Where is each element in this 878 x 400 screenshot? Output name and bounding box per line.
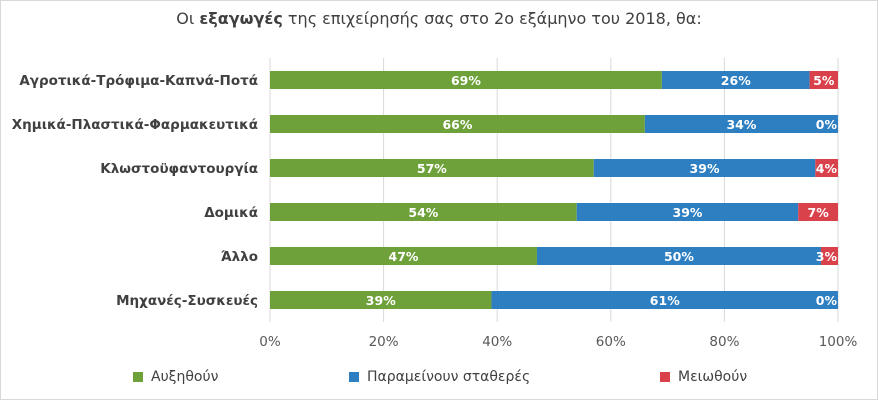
bar-segment-3-1 bbox=[576, 203, 799, 221]
bar-segment-2-2 bbox=[815, 159, 838, 177]
bar-segment-3-2 bbox=[798, 203, 838, 221]
bar-segment-5-1 bbox=[491, 291, 838, 309]
x-tick-label-5: 100% bbox=[819, 334, 858, 350]
legend-item-decrease: Μειωθούν bbox=[660, 369, 747, 385]
chart-title-bold: εξαγωγές bbox=[199, 9, 283, 28]
x-tick-label-3: 60% bbox=[596, 334, 626, 350]
data-label-2-0: 57% bbox=[417, 161, 447, 176]
data-label-4-0: 47% bbox=[389, 249, 419, 264]
data-label-3-0: 54% bbox=[408, 205, 438, 220]
data-label-0-2: 5% bbox=[813, 73, 835, 88]
legend-item-increase: Αυξηθούν bbox=[133, 369, 218, 385]
bar-segment-1-1 bbox=[644, 115, 838, 133]
legend-label-stable: Παραμείνουν σταθερές bbox=[367, 369, 531, 385]
chart-title: Οι εξαγωγές της επιχείρησής σας στο 2ο ε… bbox=[0, 9, 878, 28]
category-label-0: Αγροτικά-Τρόφιμα-Καπνά-Ποτά bbox=[19, 73, 258, 89]
data-label-4-1: 50% bbox=[664, 249, 694, 264]
legend-label-decrease: Μειωθούν bbox=[678, 369, 748, 385]
bar-segment-1-0 bbox=[270, 115, 645, 133]
legend-swatch-stable bbox=[349, 372, 359, 382]
bar-segment-2-0 bbox=[270, 159, 594, 177]
bar-segment-4-2 bbox=[820, 247, 838, 265]
legend-swatch-decrease bbox=[660, 372, 670, 382]
bar-segment-3-0 bbox=[270, 203, 577, 221]
bar-segment-4-1 bbox=[536, 247, 821, 265]
bar-segment-2-1 bbox=[593, 159, 816, 177]
data-label-2-1: 39% bbox=[690, 161, 720, 176]
bar-segment-5-0 bbox=[270, 291, 492, 309]
bar-segment-0-2 bbox=[809, 71, 838, 89]
x-tick-label-1: 20% bbox=[369, 334, 399, 350]
x-tick-label-4: 80% bbox=[709, 334, 739, 350]
data-label-3-1: 39% bbox=[673, 205, 703, 220]
legend-label-increase: Αυξηθούν bbox=[151, 369, 219, 385]
chart-title-prefix: Οι bbox=[176, 9, 200, 28]
data-label-0-0: 69% bbox=[451, 73, 481, 88]
data-label-1-0: 66% bbox=[442, 117, 472, 132]
data-label-5-0: 39% bbox=[366, 293, 396, 308]
bar-segment-0-1 bbox=[661, 71, 810, 89]
data-label-1-2: 0% bbox=[816, 117, 838, 132]
bar-segment-4-0 bbox=[270, 247, 537, 265]
bar-segment-0-0 bbox=[270, 71, 662, 89]
legend-item-stable: Παραμείνουν σταθερές bbox=[349, 369, 530, 385]
legend-swatch-increase bbox=[133, 372, 143, 382]
chart-title-suffix: της επιχείρησής σας στο 2ο εξάμηνο του 2… bbox=[282, 9, 702, 28]
data-label-5-2: 0% bbox=[816, 293, 838, 308]
data-label-4-2: 3% bbox=[816, 249, 838, 264]
x-tick-label-0: 0% bbox=[259, 334, 281, 350]
data-label-1-1: 34% bbox=[726, 117, 756, 132]
data-label-5-1: 61% bbox=[650, 293, 680, 308]
category-label-2: Κλωστοϋφαντουργία bbox=[100, 161, 258, 177]
x-tick-label-2: 40% bbox=[482, 334, 512, 350]
data-label-3-2: 7% bbox=[808, 205, 830, 220]
category-label-1: Χημικά-Πλαστικά-Φαρμακευτικά bbox=[12, 117, 258, 133]
category-label-5: Μηχανές-Συσκευές bbox=[116, 293, 258, 309]
chart-legend: Αυξηθούν Παραμείνουν σταθερές Μειωθούν bbox=[0, 369, 878, 389]
data-label-0-1: 26% bbox=[721, 73, 751, 88]
category-label-3: Δομικά bbox=[204, 205, 258, 221]
category-label-4: Άλλο bbox=[221, 249, 258, 265]
data-label-2-2: 4% bbox=[816, 161, 838, 176]
